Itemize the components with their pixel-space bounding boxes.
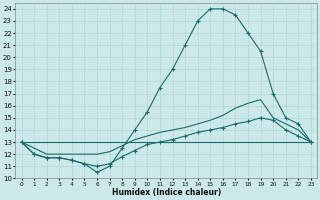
X-axis label: Humidex (Indice chaleur): Humidex (Indice chaleur) xyxy=(112,188,221,197)
